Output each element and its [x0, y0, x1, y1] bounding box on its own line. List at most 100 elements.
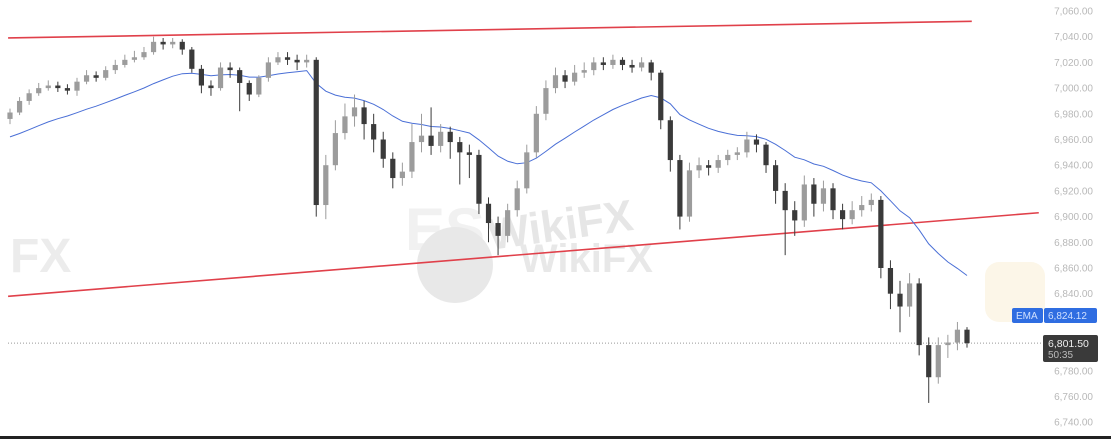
candle-body — [572, 72, 578, 82]
candle-body — [581, 70, 587, 73]
candle-body — [600, 62, 606, 65]
candle — [485, 197, 492, 243]
candle — [600, 57, 606, 71]
candle — [103, 66, 109, 81]
ema-tag: EMA 6,824.12 — [1012, 308, 1097, 323]
candle — [313, 57, 319, 217]
candle — [706, 160, 712, 176]
candle-body — [332, 133, 338, 166]
candle-body — [926, 345, 932, 378]
candle-body — [906, 283, 913, 307]
candle — [734, 147, 740, 161]
candle-body — [141, 52, 147, 58]
candle — [265, 57, 271, 82]
candle — [715, 154, 721, 173]
candle-body — [485, 203, 492, 224]
candle — [246, 80, 252, 101]
candle — [447, 126, 453, 159]
bottom-border — [0, 436, 1111, 439]
candle — [160, 37, 166, 50]
candle-body — [696, 165, 702, 171]
candle — [897, 280, 903, 333]
candle — [141, 46, 147, 60]
candle — [753, 134, 760, 153]
candle-body — [619, 59, 626, 65]
candle — [237, 67, 243, 112]
candle-body — [208, 85, 214, 89]
candle — [696, 157, 702, 179]
candle — [906, 273, 913, 317]
candle-body — [648, 62, 654, 73]
ema-line — [9, 70, 968, 276]
candle — [304, 54, 310, 68]
candle — [591, 57, 597, 76]
candle-body — [801, 184, 807, 221]
candle-body — [887, 268, 894, 294]
y-tick-label: 7,040.00 — [1054, 32, 1093, 43]
candle — [131, 50, 138, 63]
candle-body — [706, 165, 712, 168]
candle-body — [562, 75, 568, 82]
candle-body — [304, 59, 310, 63]
y-tick-label: 6,980.00 — [1054, 109, 1093, 120]
candle — [744, 131, 750, 158]
candle-body — [179, 41, 185, 50]
y-tick-label: 6,780.00 — [1054, 366, 1093, 377]
candle — [524, 144, 530, 194]
candle-body — [868, 199, 874, 206]
candle-body — [964, 329, 970, 344]
candle-body — [543, 88, 549, 114]
candle-body — [361, 107, 367, 125]
candle — [198, 64, 204, 94]
candle — [887, 260, 894, 310]
candle-body — [715, 160, 721, 168]
trendlines — [8, 20, 1039, 298]
candle — [533, 106, 539, 158]
candle-body — [505, 210, 511, 236]
candle — [610, 54, 616, 69]
candle-body — [495, 223, 501, 236]
candle — [926, 337, 932, 403]
candle — [438, 124, 444, 153]
candle — [409, 124, 415, 179]
candle-body — [103, 70, 109, 78]
candle — [868, 193, 874, 212]
y-tick-label: 6,840.00 — [1054, 289, 1093, 300]
candle-body — [428, 135, 434, 146]
candle — [428, 107, 434, 155]
candle — [45, 80, 51, 91]
candle-body — [217, 67, 224, 89]
candle-body — [533, 113, 539, 153]
candle-body — [658, 72, 664, 121]
candle-body — [830, 188, 836, 211]
candle — [323, 154, 329, 220]
candle-body — [418, 135, 425, 143]
candle — [849, 201, 855, 225]
candle-body — [64, 88, 71, 91]
candle — [83, 70, 90, 85]
candle — [179, 39, 185, 55]
candle — [505, 203, 511, 243]
candle — [418, 113, 425, 153]
candle-body — [246, 82, 252, 95]
candle — [514, 180, 520, 217]
candle — [878, 196, 884, 279]
candle — [26, 89, 32, 105]
candle — [686, 162, 693, 222]
candle-body — [639, 62, 645, 68]
candle-body — [371, 124, 377, 140]
candle — [227, 62, 233, 78]
y-tick-label: 6,920.00 — [1054, 186, 1093, 197]
candle — [964, 327, 970, 348]
watermark-logo-icon — [417, 227, 493, 303]
watermark-es: ES — [405, 196, 485, 263]
y-tick-label: 7,000.00 — [1054, 84, 1093, 95]
candle-body — [55, 85, 61, 89]
y-tick-label: 7,060.00 — [1054, 7, 1093, 18]
candle-body — [45, 85, 51, 89]
candle — [552, 67, 559, 94]
candle-body — [935, 345, 941, 378]
y-tick-label: 6,740.00 — [1054, 418, 1093, 429]
candle-body — [227, 67, 233, 71]
candle — [830, 183, 836, 220]
